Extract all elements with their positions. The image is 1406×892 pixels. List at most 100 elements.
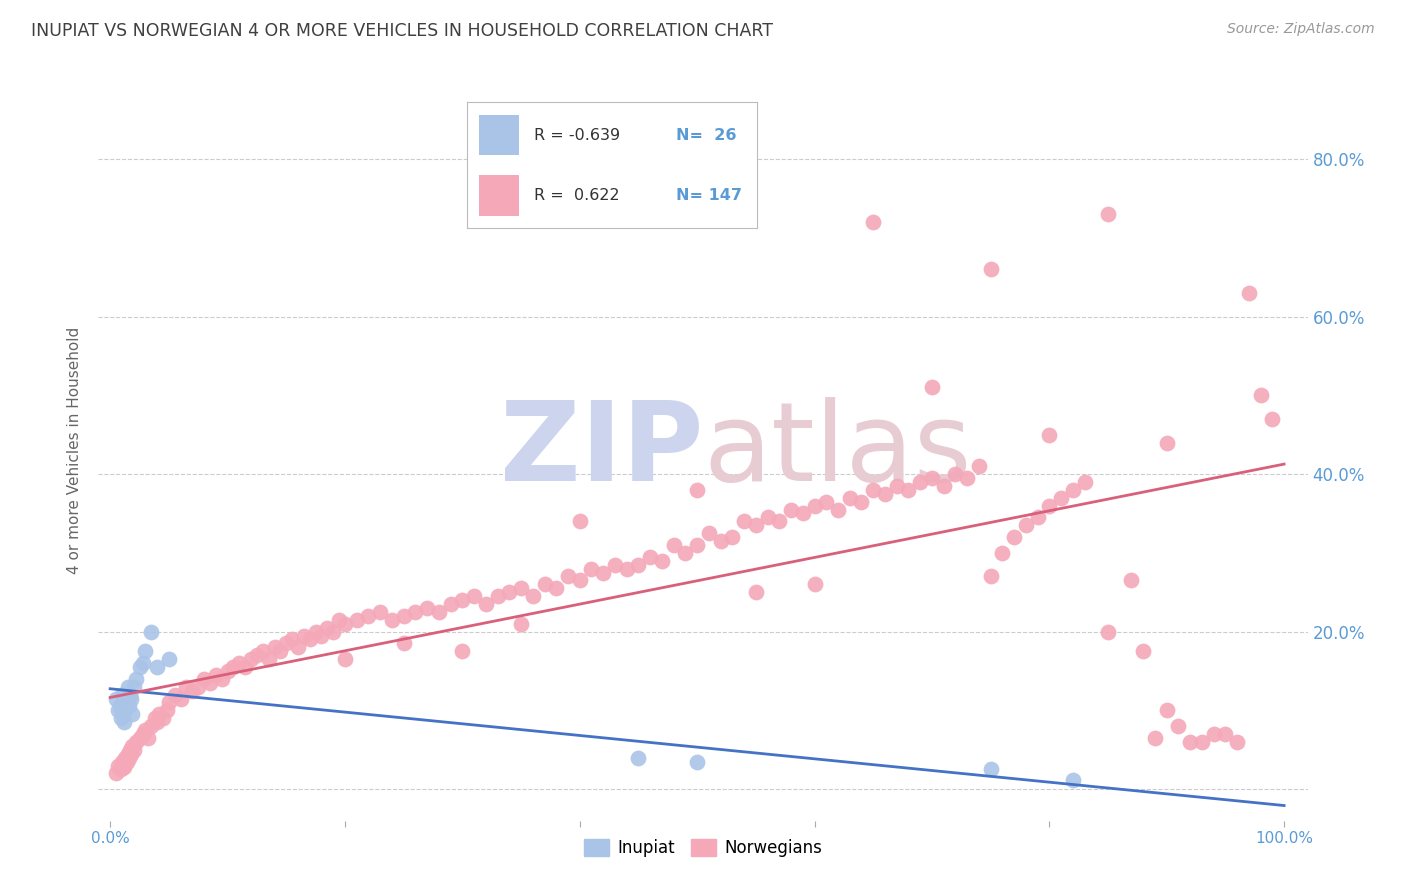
Point (392, 636, 415, 650)
Point (945, 467, 967, 481)
Text: ZIP: ZIP (499, 397, 703, 504)
Point (117, 747, 139, 761)
Point (427, 605, 450, 619)
Point (980, 763, 1002, 777)
Point (956, 471, 979, 485)
Legend: Inupiat, Norwegians: Inupiat, Norwegians (576, 832, 830, 864)
Text: INUPIAT VS NORWEGIAN 4 OR MORE VEHICLES IN HOUSEHOLD CORRELATION CHART: INUPIAT VS NORWEGIAN 4 OR MORE VEHICLES … (31, 22, 773, 40)
Point (117, 680, 139, 694)
Point (932, 479, 955, 493)
Y-axis label: 4 or more Vehicles in Household: 4 or more Vehicles in Household (67, 326, 83, 574)
Point (451, 593, 474, 607)
Point (107, 703, 129, 717)
Point (110, 763, 132, 777)
Text: Source: ZipAtlas.com: Source: ZipAtlas.com (1227, 22, 1375, 37)
Point (581, 561, 603, 575)
Point (228, 656, 250, 670)
Point (616, 561, 638, 575)
Point (115, 755, 138, 769)
Point (686, 538, 709, 552)
Point (392, 608, 415, 623)
Point (269, 644, 291, 658)
Point (1026, 510, 1049, 524)
Point (114, 750, 136, 764)
Point (381, 613, 404, 627)
Point (533, 577, 555, 591)
Point (886, 479, 908, 493)
Point (1191, 735, 1213, 749)
Point (141, 624, 163, 639)
Point (827, 502, 849, 516)
Point (815, 494, 838, 508)
Point (638, 549, 661, 564)
Point (980, 569, 1002, 583)
Point (105, 691, 128, 706)
Point (152, 711, 174, 725)
Point (1097, 207, 1119, 221)
Point (298, 632, 321, 647)
Point (921, 380, 943, 394)
Point (111, 688, 134, 702)
Point (1156, 435, 1178, 450)
Point (120, 691, 142, 706)
Point (110, 711, 132, 725)
Point (980, 262, 1002, 277)
Point (281, 632, 304, 647)
Point (1180, 735, 1202, 749)
Point (486, 589, 509, 603)
Point (128, 731, 150, 745)
Point (134, 723, 156, 737)
Point (233, 660, 256, 674)
Point (686, 483, 709, 497)
Point (263, 640, 285, 655)
Point (118, 750, 141, 764)
Point (603, 558, 626, 572)
Point (921, 471, 943, 485)
Point (136, 731, 159, 745)
Point (1038, 427, 1060, 442)
Point (143, 711, 166, 725)
Point (132, 656, 155, 670)
Point (252, 644, 274, 658)
Point (108, 699, 131, 714)
Point (1237, 285, 1260, 300)
Point (292, 628, 315, 642)
Point (111, 755, 134, 769)
Point (132, 727, 155, 741)
Point (404, 605, 426, 619)
Point (673, 546, 696, 560)
Point (862, 215, 884, 229)
Point (1038, 499, 1060, 513)
Point (120, 688, 142, 702)
Point (1156, 703, 1178, 717)
Point (141, 719, 163, 733)
Point (1121, 574, 1143, 588)
Point (112, 707, 135, 722)
Point (546, 582, 568, 596)
Point (120, 743, 142, 757)
Point (1261, 412, 1284, 426)
Point (328, 613, 350, 627)
Point (163, 688, 186, 702)
Point (146, 660, 169, 674)
Point (851, 494, 873, 508)
Point (176, 680, 198, 694)
Point (627, 558, 650, 572)
Point (792, 507, 814, 521)
Point (217, 664, 239, 678)
Point (304, 624, 326, 639)
Point (134, 644, 156, 658)
Point (662, 538, 685, 552)
Point (510, 582, 533, 596)
Point (357, 608, 380, 623)
Point (1002, 530, 1025, 544)
Point (862, 483, 884, 497)
Point (128, 660, 150, 674)
Point (463, 589, 485, 603)
Point (803, 577, 825, 591)
Point (557, 569, 579, 583)
Point (146, 715, 169, 730)
Point (475, 597, 498, 611)
Point (148, 707, 170, 722)
Point (908, 475, 931, 489)
